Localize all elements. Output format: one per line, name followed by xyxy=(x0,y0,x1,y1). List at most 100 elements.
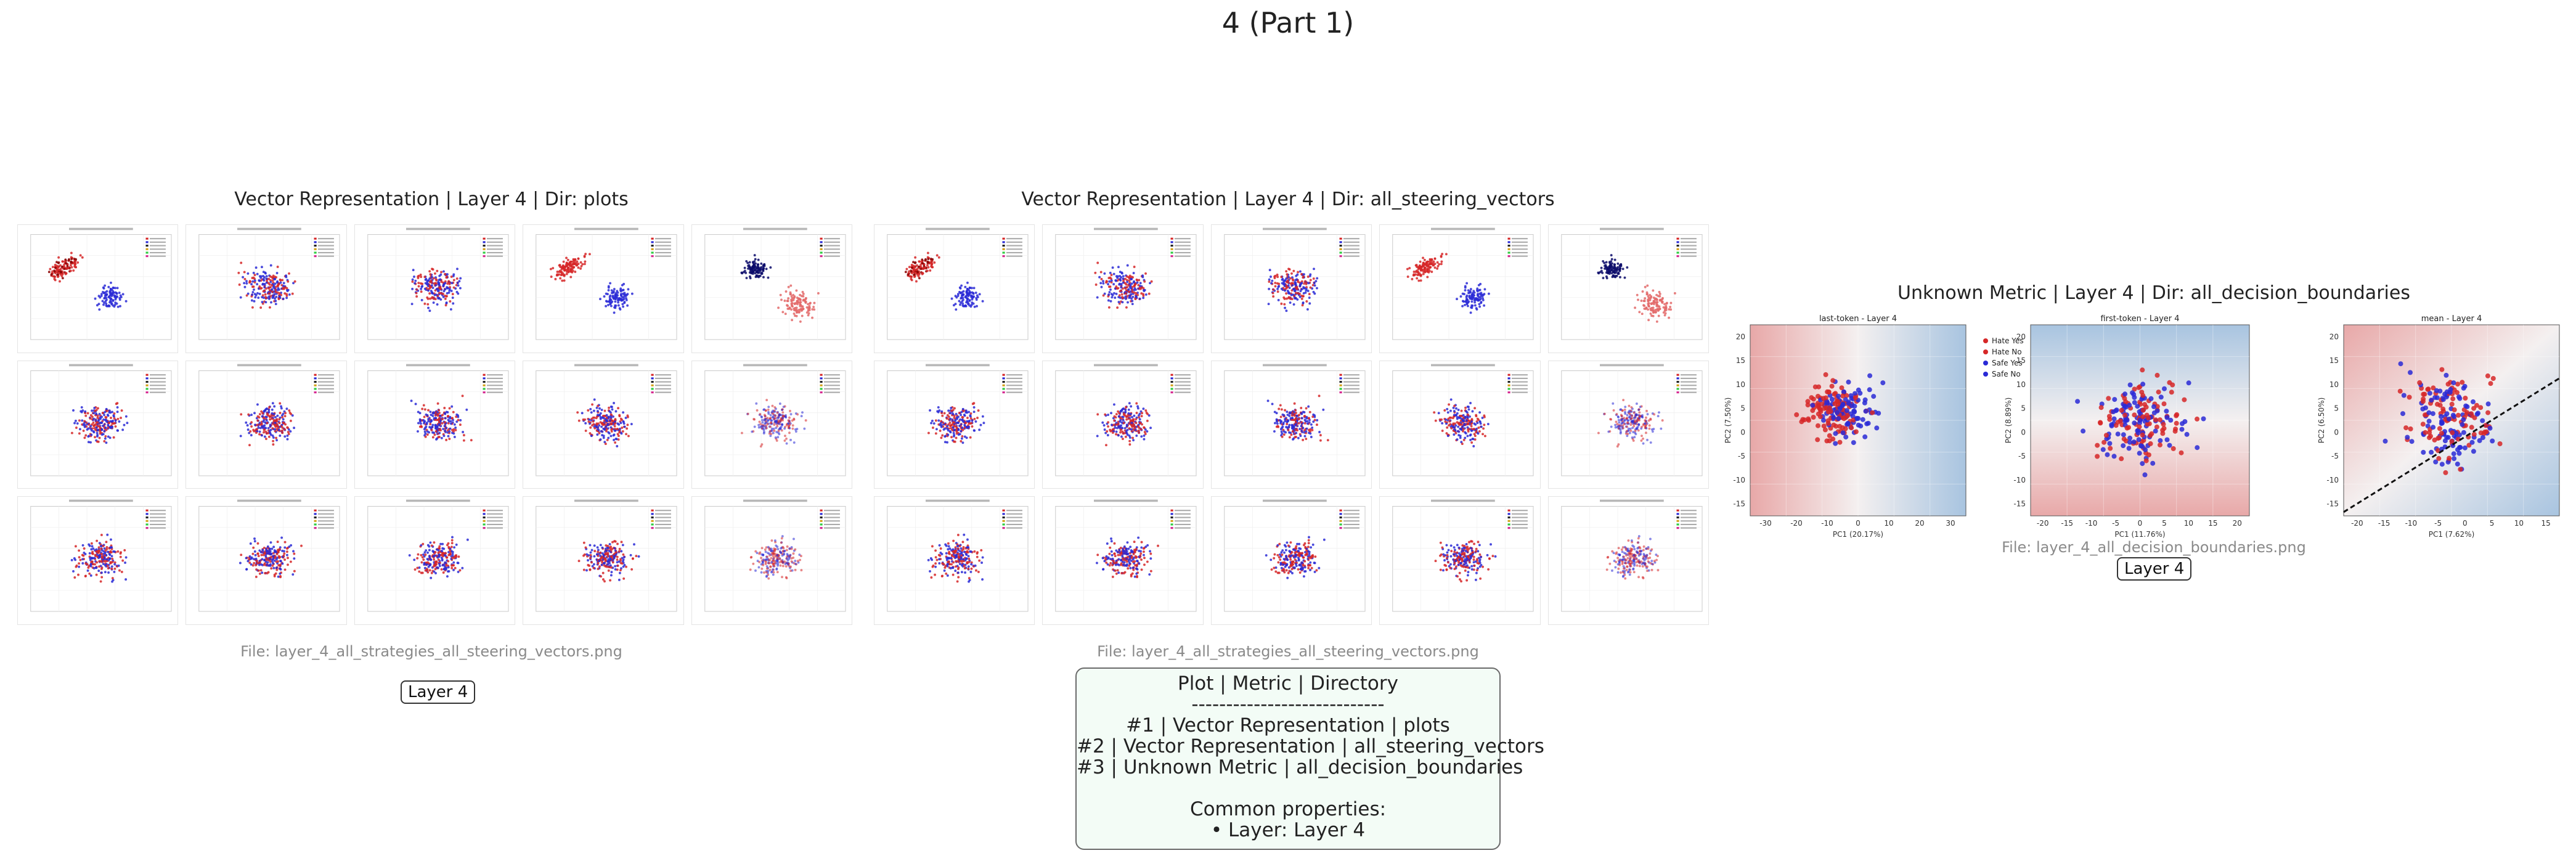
data-point xyxy=(2161,401,2167,407)
data-point xyxy=(2481,431,2487,436)
data-point xyxy=(2153,428,2158,434)
panel-3-title: Unknown Metric | Layer 4 | Dir: all_deci… xyxy=(1897,282,2410,304)
panel-2-thumbnail-scatter xyxy=(1392,364,1534,476)
panel-2-grid-image xyxy=(874,224,1709,625)
data-point xyxy=(2108,446,2113,451)
data-point xyxy=(2437,426,2442,431)
y-tick-label: -15 xyxy=(2326,500,2339,508)
panel-1-thumbnail-scatter xyxy=(367,364,509,476)
data-point xyxy=(2126,425,2131,430)
panel-2-thumbnail xyxy=(1210,496,1372,625)
data-point xyxy=(1810,408,1816,414)
data-point xyxy=(2111,416,2117,422)
panel-1-thumbnail-scatter xyxy=(198,364,340,476)
data-point xyxy=(1844,408,1849,414)
data-point xyxy=(1805,399,1811,404)
legend-label: Hate No xyxy=(1992,348,2022,356)
data-point xyxy=(2443,470,2448,475)
data-point xyxy=(2107,417,2113,422)
data-point xyxy=(2158,442,2162,447)
data-point xyxy=(2462,445,2468,451)
data-point xyxy=(1833,441,1838,446)
data-point xyxy=(2164,437,2170,443)
data-point xyxy=(2122,412,2127,418)
data-point xyxy=(2167,443,2172,448)
data-point xyxy=(2174,420,2179,426)
data-point xyxy=(1816,394,1820,399)
data-point xyxy=(2461,417,2466,422)
x-tick-label: 0 xyxy=(1856,519,1861,528)
data-point xyxy=(1836,416,1841,422)
data-point xyxy=(2426,410,2432,415)
data-point xyxy=(1844,393,1849,398)
data-point xyxy=(2403,425,2409,431)
data-point xyxy=(2135,430,2141,436)
panel-2-thumbnail xyxy=(1547,224,1709,353)
data-point xyxy=(1835,410,1840,415)
data-point xyxy=(2434,388,2439,393)
panel-1-thumbnail xyxy=(523,224,684,353)
x-tick-label: 10 xyxy=(2184,519,2193,528)
data-point xyxy=(1862,434,1868,439)
data-point xyxy=(1831,415,1836,420)
y-tick-label: 15 xyxy=(1736,356,1745,365)
data-point xyxy=(2111,409,2116,415)
data-point xyxy=(1826,390,1832,394)
data-point xyxy=(2160,431,2166,436)
panel-2-thumbnail-scatter xyxy=(1055,227,1197,340)
x-tick-label: 20 xyxy=(2233,519,2242,528)
panel-1-thumbnail xyxy=(523,360,684,489)
summary-line-layer: • Layer: Layer 4 xyxy=(1210,819,1366,841)
data-point xyxy=(2455,382,2460,387)
data-point xyxy=(2456,412,2461,418)
panel-2-thumbnail-scatter xyxy=(887,227,1029,340)
panel-1-thumbnail-scatter xyxy=(536,364,677,476)
data-point xyxy=(2142,472,2148,478)
data-point xyxy=(1810,402,1816,408)
data-point xyxy=(1870,410,1875,415)
data-point xyxy=(1823,372,1828,377)
data-point xyxy=(2098,405,2104,410)
data-point xyxy=(2452,456,2457,462)
data-point xyxy=(2140,407,2146,413)
data-point xyxy=(2430,411,2435,417)
panel-2-thumbnail-scatter xyxy=(1560,499,1703,612)
y-tick-label: 20 xyxy=(2016,332,2026,341)
panel-2-thumbnail-scatter xyxy=(1055,499,1197,612)
data-point xyxy=(2433,459,2439,465)
data-point xyxy=(2172,428,2178,434)
data-point xyxy=(2439,367,2445,372)
data-point xyxy=(2464,404,2470,409)
data-point xyxy=(2423,412,2427,418)
data-point xyxy=(2127,435,2133,441)
x-tick-label: 10 xyxy=(1884,519,1893,528)
data-point xyxy=(1865,420,1871,426)
data-point xyxy=(1852,409,1857,415)
data-point xyxy=(2450,396,2456,402)
x-tick-label: -30 xyxy=(1759,519,1772,528)
decision-boundary-plot: first-token - Layer 4 -20 -15 -10 -5 0 5 10 15 20… xyxy=(2004,311,2360,545)
data-point xyxy=(2431,425,2436,430)
decision-boundary-plot: mean - Layer 4 -20 -15 -10 -5 0 5 10 15 20 15 10 5 0 -… xyxy=(2317,311,2576,545)
data-point xyxy=(2466,443,2472,448)
data-point xyxy=(2485,410,2491,415)
data-point xyxy=(2127,439,2132,445)
panel-2-thumbnail-scatter xyxy=(887,364,1029,476)
data-point xyxy=(1830,436,1836,442)
data-point xyxy=(2485,401,2491,407)
data-point xyxy=(1839,385,1844,391)
y-axis-label: PC2 (7.50%) xyxy=(1724,398,1732,444)
data-point xyxy=(2162,386,2167,391)
panel-1-thumbnail xyxy=(691,224,852,353)
decision-boundary-svg: first-token - Layer 4 -20 -15 -10 -5 0 5 10 15 20… xyxy=(2004,314,2250,539)
data-point xyxy=(2122,418,2128,424)
y-tick-label: 0 xyxy=(2334,428,2339,436)
data-point xyxy=(2143,404,2149,410)
y-tick-label: 15 xyxy=(2329,356,2339,365)
data-point xyxy=(2154,372,2160,378)
panel-2-thumbnail-scatter xyxy=(1560,364,1703,476)
data-point xyxy=(2439,421,2444,426)
data-point xyxy=(2103,433,2109,438)
data-point xyxy=(2487,425,2493,431)
panel-1-thumbnail-scatter xyxy=(704,499,846,612)
